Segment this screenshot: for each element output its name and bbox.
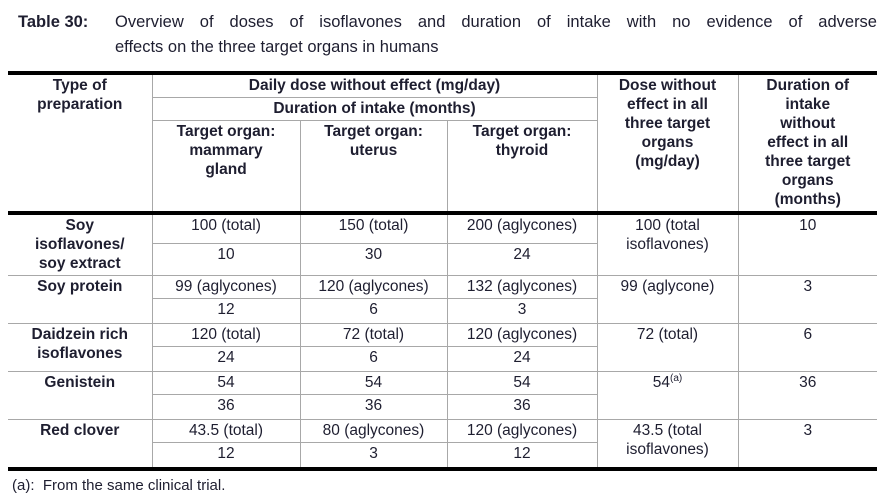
cell-dose-all-organs-value: 99 (aglycone) xyxy=(620,278,715,295)
cell-dose-uterus: 72 (total) xyxy=(300,323,448,347)
table-row-soy-protein-duration: 12 6 3 xyxy=(8,298,877,324)
cell-dose-thyroid: 120 (aglycones) xyxy=(447,323,598,347)
table-row-soy-isoflavones-duration: 10 30 24 xyxy=(8,243,877,276)
cell-preparation: Genistein xyxy=(8,371,153,420)
table-footnote: (a): From the same clinical trial. xyxy=(12,477,226,494)
cell-preparation: Red clover xyxy=(8,419,153,470)
cell-duration-uterus: 30 xyxy=(300,243,448,276)
column-header-type-of-preparation: Type of preparation xyxy=(8,73,153,215)
table-row-red-clover-dose: Red clover 43.5 (total) 80 (aglycones) 1… xyxy=(8,419,877,470)
table-row-daidzein-duration: 24 6 24 xyxy=(8,346,877,372)
table-body: Soy isoflavones/ soy extract 100 (total)… xyxy=(8,213,877,470)
cell-dose-all-organs: 99 (aglycone) xyxy=(597,275,739,324)
column-group-subheader-duration: Duration of intake (months) xyxy=(152,97,598,122)
cell-duration-all-organs: 36 xyxy=(738,371,877,420)
cell-preparation: Soy isoflavones/ soy extract xyxy=(8,213,153,276)
cell-duration-mammary: 12 xyxy=(152,298,301,324)
column-header-thyroid: Target organ: thyroid xyxy=(447,120,598,216)
cell-dose-thyroid: 200 (aglycones) xyxy=(447,213,598,245)
cell-duration-all-organs: 6 xyxy=(738,323,877,372)
cell-duration-thyroid: 36 xyxy=(447,394,598,420)
column-header-dose-all-organs: Dose without effect in all three target … xyxy=(597,73,739,215)
table-caption-line2: effects on the three target organs in hu… xyxy=(115,38,439,56)
cell-preparation: Daidzein rich isoflavones xyxy=(8,323,153,372)
cell-dose-all-organs-value: 43.5 (total isoflavones) xyxy=(626,422,709,458)
cell-dose-uterus: 120 (aglycones) xyxy=(300,275,448,299)
cell-duration-uterus: 36 xyxy=(300,394,448,420)
cell-duration-thyroid: 24 xyxy=(447,346,598,372)
cell-preparation: Soy protein xyxy=(8,275,153,324)
table-row-genistein-dose: Genistein 54 54 54 54(a) 36 xyxy=(8,371,877,420)
cell-duration-mammary: 12 xyxy=(152,442,301,470)
cell-duration-all-organs: 10 xyxy=(738,213,877,276)
cell-duration-mammary: 36 xyxy=(152,394,301,420)
cell-duration-all-organs: 3 xyxy=(738,275,877,324)
cell-dose-uterus: 54 xyxy=(300,371,448,395)
cell-dose-mammary: 120 (total) xyxy=(152,323,301,347)
cell-dose-all-organs: 43.5 (total isoflavones) xyxy=(597,419,739,470)
isoflavones-doses-table: Type of preparation Daily dose without e… xyxy=(8,71,877,471)
table-row-genistein-duration: 36 36 36 xyxy=(8,394,877,420)
footnote-marker: (a) xyxy=(670,372,683,384)
cell-dose-all-organs: 72 (total) xyxy=(597,323,739,372)
cell-dose-thyroid: 54 xyxy=(447,371,598,395)
cell-dose-mammary: 100 (total) xyxy=(152,213,301,245)
cell-dose-uterus: 80 (aglycones) xyxy=(300,419,448,443)
table-row-daidzein-dose: Daidzein rich isoflavones 120 (total) 72… xyxy=(8,323,877,372)
cell-duration-all-organs: 3 xyxy=(738,419,877,470)
column-group-header-daily-dose: Daily dose without effect (mg/day) xyxy=(152,73,598,99)
cell-dose-mammary: 54 xyxy=(152,371,301,395)
cell-dose-all-organs-value: 100 (total isoflavones) xyxy=(626,217,709,253)
cell-dose-thyroid: 120 (aglycones) xyxy=(447,419,598,443)
cell-duration-thyroid: 12 xyxy=(447,442,598,470)
cell-dose-mammary: 43.5 (total) xyxy=(152,419,301,443)
cell-duration-mammary: 10 xyxy=(152,243,301,276)
table-caption: Table 30: Overview of doses of isoflavon… xyxy=(18,10,877,60)
column-header-mammary-gland: Target organ: mammary gland xyxy=(152,120,301,216)
table-row-red-clover-duration: 12 3 12 xyxy=(8,442,877,470)
cell-duration-uterus: 3 xyxy=(300,442,448,470)
cell-duration-uterus: 6 xyxy=(300,298,448,324)
cell-dose-uterus: 150 (total) xyxy=(300,213,448,245)
table-caption-text: Overview of doses of isoflavones and dur… xyxy=(115,10,877,60)
column-header-uterus: Target organ: uterus xyxy=(300,120,448,216)
cell-duration-thyroid: 3 xyxy=(447,298,598,324)
cell-dose-thyroid: 132 (aglycones) xyxy=(447,275,598,299)
table-caption-label: Table 30: xyxy=(18,13,89,31)
table-caption-line1: Overview of doses of isoflavones and dur… xyxy=(115,13,877,31)
cell-dose-all-organs: 54(a) xyxy=(597,371,739,420)
cell-duration-mammary: 24 xyxy=(152,346,301,372)
column-header-duration-all-organs: Duration of intake without effect in all… xyxy=(738,73,877,215)
cell-dose-all-organs-value: 72 (total) xyxy=(636,326,699,343)
cell-duration-thyroid: 24 xyxy=(447,243,598,276)
cell-dose-mammary: 99 (aglycones) xyxy=(152,275,301,299)
cell-dose-all-organs: 100 (total isoflavones) xyxy=(597,213,739,276)
cell-dose-all-organs-value: 54 xyxy=(652,374,670,391)
table-row-soy-protein-dose: Soy protein 99 (aglycones) 120 (aglycone… xyxy=(8,275,877,324)
cell-duration-uterus: 6 xyxy=(300,346,448,372)
table-row-soy-isoflavones-dose: Soy isoflavones/ soy extract 100 (total)… xyxy=(8,213,877,276)
table-header: Type of preparation Daily dose without e… xyxy=(8,73,877,216)
